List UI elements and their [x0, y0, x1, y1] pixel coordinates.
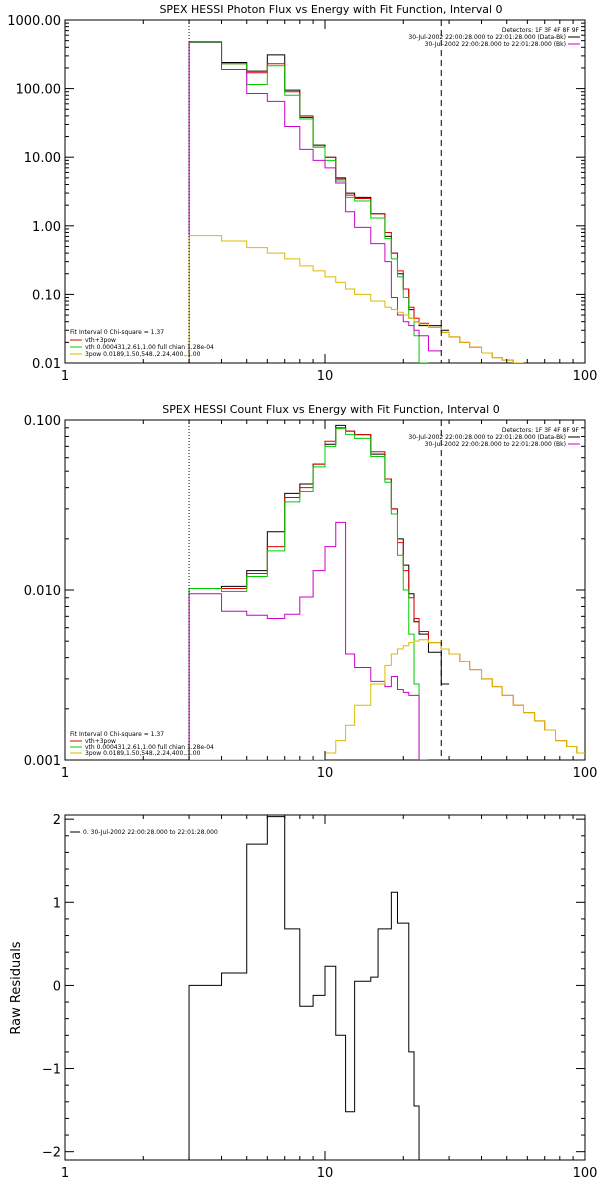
photon-flux-ytick-label: 100.00	[16, 83, 62, 98]
count-flux-fit-label: Fit Interval 0 Chi-square = 1.37	[70, 731, 164, 738]
photon-flux-legend-3: 3pow 0.0189,1.50,548.,2.24,400.,1.00	[85, 351, 201, 358]
residuals-ytick-label: 2	[53, 813, 61, 828]
count-flux-series-bk	[188, 521, 429, 760]
photon-flux-ytick-label: 0.10	[32, 288, 61, 303]
photon-flux-ytick-label: 0.01	[32, 357, 61, 372]
count-flux-series-vth	[188, 428, 429, 760]
count-flux-legend-1: vth+3pow	[85, 738, 116, 745]
count-flux-header-1: 30-Jul-2002 22:00:28.000 to 22:01:28.000…	[408, 434, 566, 441]
photon-flux-series-vth	[188, 41, 429, 363]
residuals-xtick-label: 100	[573, 1166, 598, 1181]
photon-flux-fit-label: Fit Interval 0 Chi-square = 1.37	[70, 329, 164, 336]
count-flux-series-data-bk	[188, 424, 450, 760]
residuals-ytick-label: 0	[53, 979, 61, 994]
count-flux-plot-area	[64, 419, 586, 761]
photon-flux-detectors: Detectors: 1F 3F 4F 8F 9F	[502, 27, 580, 34]
count-flux-xtick-label: 1	[61, 766, 69, 781]
photon-flux-panel: SPEX HESSI Photon Flux vs Energy with Fi…	[7, 3, 597, 384]
count-flux-series-3pow	[189, 639, 585, 760]
count-flux-legend-3: 3pow 0.0189,1.50,548.,2.24,400.,1.00	[85, 750, 201, 757]
residuals-series-residuals	[188, 816, 442, 1160]
count-flux-series-vth-3pow	[188, 427, 585, 760]
residuals-series	[188, 816, 442, 1160]
photon-flux-ytick-label: 1.00	[32, 220, 61, 235]
count-flux-xtick-label: 100	[573, 766, 598, 781]
count-flux-ticks: 1 10 100 0.100 0.010 0.001	[24, 414, 598, 781]
photon-flux-series-bk	[188, 41, 442, 363]
residuals-legend-label: 0. 30-Jul-2002 22:00:28.000 to 22:01:28.…	[83, 829, 218, 836]
photon-flux-ticks: 1 10 100 1000.00 100.00 10.00 1.00 0.10 0.01	[7, 14, 597, 384]
count-flux-panel: SPEX HESSI Count Flux vs Energy with Fit…	[24, 403, 598, 781]
residuals-ytick-label: −1	[42, 1063, 61, 1078]
residuals-xtick-label: 1	[61, 1166, 69, 1181]
photon-flux-header-2: 30-Jul-2002 22:00:28.000 to 22:01:28.000…	[425, 41, 566, 48]
residuals-ytick-label: −2	[42, 1146, 61, 1161]
photon-flux-ytick-label: 1000.00	[7, 14, 61, 29]
photon-flux-legend-1: vth+3pow	[85, 337, 116, 344]
photon-flux-header-1: 30-Jul-2002 22:00:28.000 to 22:01:28.000…	[408, 34, 566, 41]
count-flux-vlines	[188, 420, 442, 760]
count-flux-ytick-label: 0.010	[24, 584, 61, 599]
count-flux-detectors: Detectors: 1F 3F 4F 8F 9F	[502, 427, 580, 434]
residuals-xtick-label: 10	[317, 1166, 334, 1181]
residuals-ytick-label: 1	[53, 896, 61, 911]
residuals-ylabel: Raw Residuals	[9, 941, 24, 1034]
photon-flux-series-3pow	[188, 235, 524, 363]
count-flux-series	[188, 424, 585, 760]
photon-flux-series-data-bk	[188, 41, 450, 363]
count-flux-xtick-label: 10	[317, 766, 334, 781]
count-flux-ytick-label: 0.001	[24, 754, 61, 769]
photon-flux-series	[188, 41, 524, 363]
photon-flux-title: SPEX HESSI Photon Flux vs Energy with Fi…	[159, 3, 502, 16]
photon-flux-ytick-label: 10.00	[24, 151, 61, 166]
photon-flux-plot-area	[64, 19, 586, 364]
photon-flux-xtick-label: 10	[317, 369, 334, 384]
count-flux-ytick-label: 0.100	[24, 414, 61, 429]
count-flux-header-2: 30-Jul-2002 22:00:28.000 to 22:01:28.000…	[425, 441, 566, 448]
photon-flux-series-vth-3pow	[188, 41, 524, 363]
count-flux-title: SPEX HESSI Count Flux vs Energy with Fit…	[162, 403, 499, 416]
count-flux-legend-2: vth 0.000431,2.61,1.00 full chian 1.28e-…	[85, 744, 214, 751]
photon-flux-legend-2: vth 0.000431,2.61,1.00 full chian 1.28e-…	[85, 344, 214, 351]
photon-flux-vlines	[188, 20, 442, 363]
photon-flux-xtick-label: 1	[61, 369, 69, 384]
photon-flux-xtick-label: 100	[573, 369, 598, 384]
